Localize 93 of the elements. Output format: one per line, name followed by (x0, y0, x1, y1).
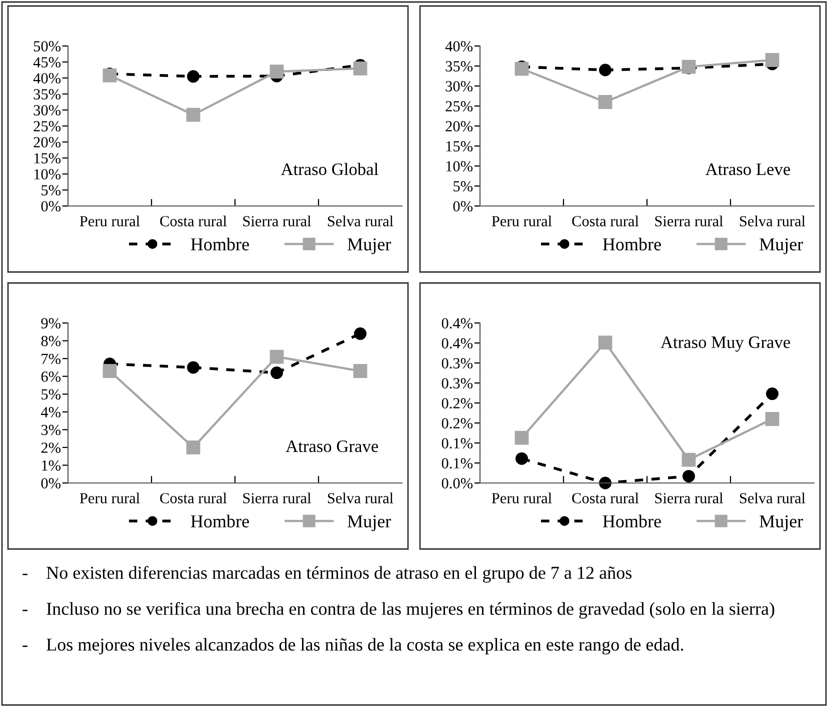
y-tick-label: 0.4% (442, 338, 473, 349)
x-tick-label: Sierra rural (243, 492, 312, 504)
y-tick-label: 50% (34, 41, 61, 52)
y-tick-label: 0.3% (442, 378, 473, 389)
point (514, 62, 529, 76)
point (354, 327, 366, 340)
point (186, 440, 200, 454)
y-tick-label: 5% (42, 389, 61, 400)
y-tick-label: 20% (34, 137, 61, 148)
y-tick-label: 4% (40, 407, 61, 418)
point (598, 95, 612, 109)
text: - No existen diferencias marcadas en términos de atraso en el grupo de 7 a 12 años (22, 566, 632, 583)
text: Atraso Global (280, 162, 378, 176)
text: Atraso Muy Grave (660, 336, 790, 352)
y-tick-label: 9% (41, 318, 61, 328)
y-tick-label: 20% (446, 121, 473, 132)
point (516, 452, 528, 465)
legend-label: Mujer (760, 515, 804, 532)
x-tick-label: Costa rural (160, 492, 227, 504)
y-tick-label: 25% (34, 121, 61, 132)
y-tick-label: 10% (34, 169, 61, 180)
legend-label: Mujer (760, 238, 804, 254)
x-tick-label: Selva rural (328, 216, 394, 226)
legend-label: Hombre (190, 238, 249, 250)
x-tick-label: Peru rural (80, 492, 140, 504)
x-tick-label: Sierra rural (655, 216, 724, 226)
y-tick-label: 40% (33, 73, 61, 84)
y-tick-label: 30% (446, 81, 473, 92)
point (186, 108, 200, 122)
text: - Incluso no se verifica una brecha en contra de las mujeres en términos de gravedad (solo en la sierra) (22, 602, 774, 619)
legend-label: Hombre (190, 514, 249, 528)
y-tick-label: 5% (42, 185, 61, 196)
legend-label: Hombre (602, 238, 661, 250)
y-tick-label: 25% (446, 101, 473, 112)
x-tick-label: Selva rural (328, 492, 394, 504)
y-tick-label: 35% (446, 61, 473, 72)
point (765, 53, 780, 67)
x-tick-label: Peru rural (492, 492, 552, 504)
x-tick-label: Costa rural (160, 216, 227, 226)
point (682, 452, 696, 467)
y-tick-label: 0% (453, 201, 473, 212)
x-tick-label: Selva rural (740, 216, 806, 226)
y-tick-label: 1% (42, 460, 61, 471)
x-tick-label: Selva rural (740, 492, 806, 504)
y-tick-label: 0.1% (442, 458, 473, 469)
y-tick-label: 7% (42, 354, 61, 364)
y-tick-label: 8% (41, 336, 61, 346)
point (102, 364, 117, 378)
point (765, 412, 780, 426)
text: Atraso Leve (705, 164, 790, 176)
legend-label: Mujer (348, 515, 392, 532)
point (514, 430, 529, 445)
x-tick-label: Costa rural (572, 216, 639, 226)
point (682, 470, 695, 482)
point (598, 336, 612, 350)
y-tick-label: 0.1% (442, 438, 473, 449)
y-tick-label: 0.4% (442, 318, 473, 329)
x-tick-label: Costa rural (572, 492, 639, 504)
point (353, 364, 368, 378)
y-tick-label: 2% (41, 442, 61, 453)
x-tick-label: Peru rural (80, 216, 140, 226)
y-tick-label: 0% (41, 478, 61, 488)
y-tick-label: 0.0% (442, 478, 473, 489)
y-tick-label: 6% (41, 371, 61, 382)
y-tick-label: 40% (445, 41, 473, 52)
y-tick-label: 10% (446, 161, 473, 172)
point (766, 388, 778, 400)
y-tick-label: 0.3% (442, 358, 473, 369)
y-tick-label: 15% (34, 153, 61, 164)
legend-label: Hombre (602, 514, 661, 528)
point (599, 64, 612, 76)
point (270, 64, 284, 79)
y-tick-label: 30% (34, 105, 61, 116)
y-tick-label: 15% (446, 141, 473, 152)
y-tick-label: 0.2% (442, 418, 473, 429)
text: - Los mejores niveles alcanzados de las niñas de la costa se explica en este rango de edad. (22, 638, 684, 654)
y-tick-label: 45% (33, 57, 61, 68)
y-tick-label: 0.2% (442, 398, 473, 409)
y-tick-label: 35% (34, 89, 61, 100)
y-tick-label: 5% (454, 181, 473, 192)
x-tick-label: Peru rural (492, 216, 552, 226)
point (270, 350, 284, 364)
legend-label: Mujer (348, 238, 392, 254)
text: Atraso Grave (286, 440, 378, 452)
point (270, 366, 283, 380)
point (353, 61, 368, 76)
point (187, 361, 200, 374)
y-tick-label: 0% (41, 201, 61, 212)
point (599, 476, 612, 490)
x-tick-label: Sierra rural (655, 492, 724, 504)
x-tick-label: Sierra rural (243, 216, 312, 226)
y-tick-label: 3% (41, 424, 61, 436)
point (187, 70, 200, 83)
